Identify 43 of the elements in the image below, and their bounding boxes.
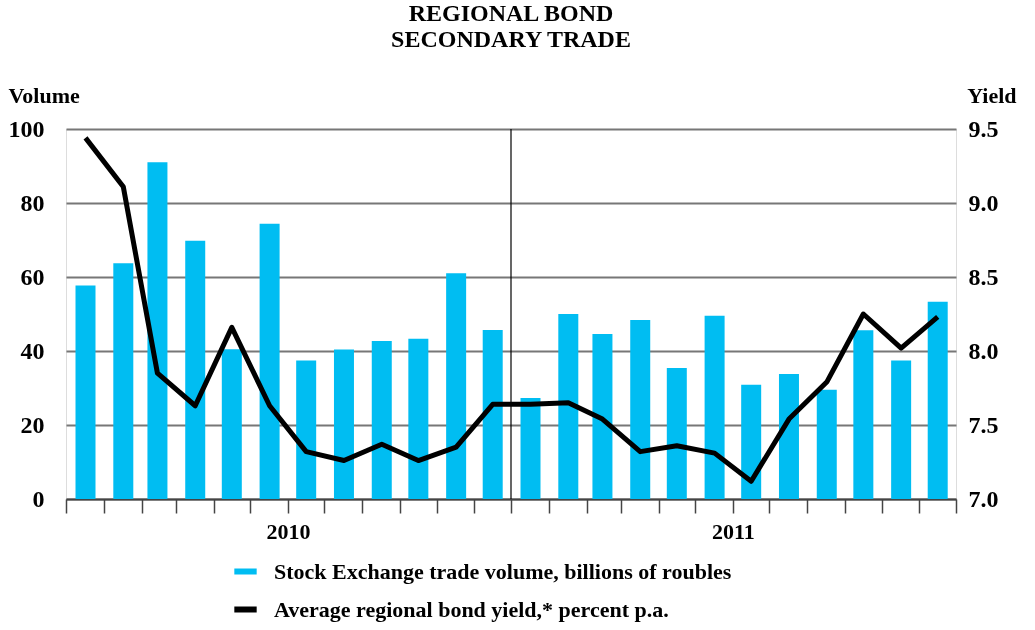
y2-tick-label: 8.5 bbox=[968, 263, 999, 290]
y-tick-label: 100 bbox=[8, 115, 45, 142]
y2-axis-title: Yield bbox=[967, 82, 1017, 108]
bar bbox=[333, 349, 354, 499]
y-axis-title: Volume bbox=[8, 82, 81, 108]
bar bbox=[666, 368, 687, 499]
y2-tick-label: 9.5 bbox=[968, 115, 999, 142]
y2-tick-label: 7.5 bbox=[968, 411, 999, 438]
bar bbox=[185, 240, 206, 499]
bar bbox=[259, 223, 280, 499]
bar bbox=[75, 285, 96, 499]
bar bbox=[927, 301, 948, 499]
y2-tick-label: 7.0 bbox=[968, 485, 999, 512]
bar bbox=[221, 349, 242, 499]
bar bbox=[558, 314, 579, 499]
y2-tick-label: 9.0 bbox=[968, 189, 999, 216]
bar bbox=[816, 389, 837, 499]
y-tick-label: 0 bbox=[32, 485, 45, 512]
y-tick-label: 80 bbox=[20, 189, 45, 216]
y2-tick-label: 8.0 bbox=[968, 337, 999, 364]
bar bbox=[371, 341, 392, 499]
x-tick-label: 2010 bbox=[266, 518, 311, 544]
y-tick-label: 60 bbox=[20, 263, 45, 290]
bar bbox=[296, 360, 317, 499]
bar bbox=[113, 263, 134, 499]
bar bbox=[147, 162, 168, 499]
bar bbox=[408, 338, 429, 499]
bar bbox=[482, 329, 503, 499]
legend-label: Stock Exchange trade volume, billions of roubles bbox=[274, 558, 732, 584]
chart-title: REGIONAL BOND SECONDARY TRADE bbox=[391, 0, 631, 52]
y-tick-label: 20 bbox=[20, 411, 45, 438]
bar bbox=[446, 273, 467, 499]
bar bbox=[853, 330, 874, 499]
bar bbox=[592, 333, 613, 499]
bar bbox=[630, 319, 651, 499]
bar bbox=[704, 315, 725, 499]
bar bbox=[778, 373, 799, 499]
legend-label: Average regional bond yield,* percent p.a. bbox=[274, 596, 669, 622]
bar bbox=[520, 397, 541, 499]
bar bbox=[891, 360, 912, 499]
x-tick-label: 2011 bbox=[711, 518, 755, 544]
bar bbox=[741, 384, 762, 499]
y-tick-label: 40 bbox=[20, 337, 45, 364]
